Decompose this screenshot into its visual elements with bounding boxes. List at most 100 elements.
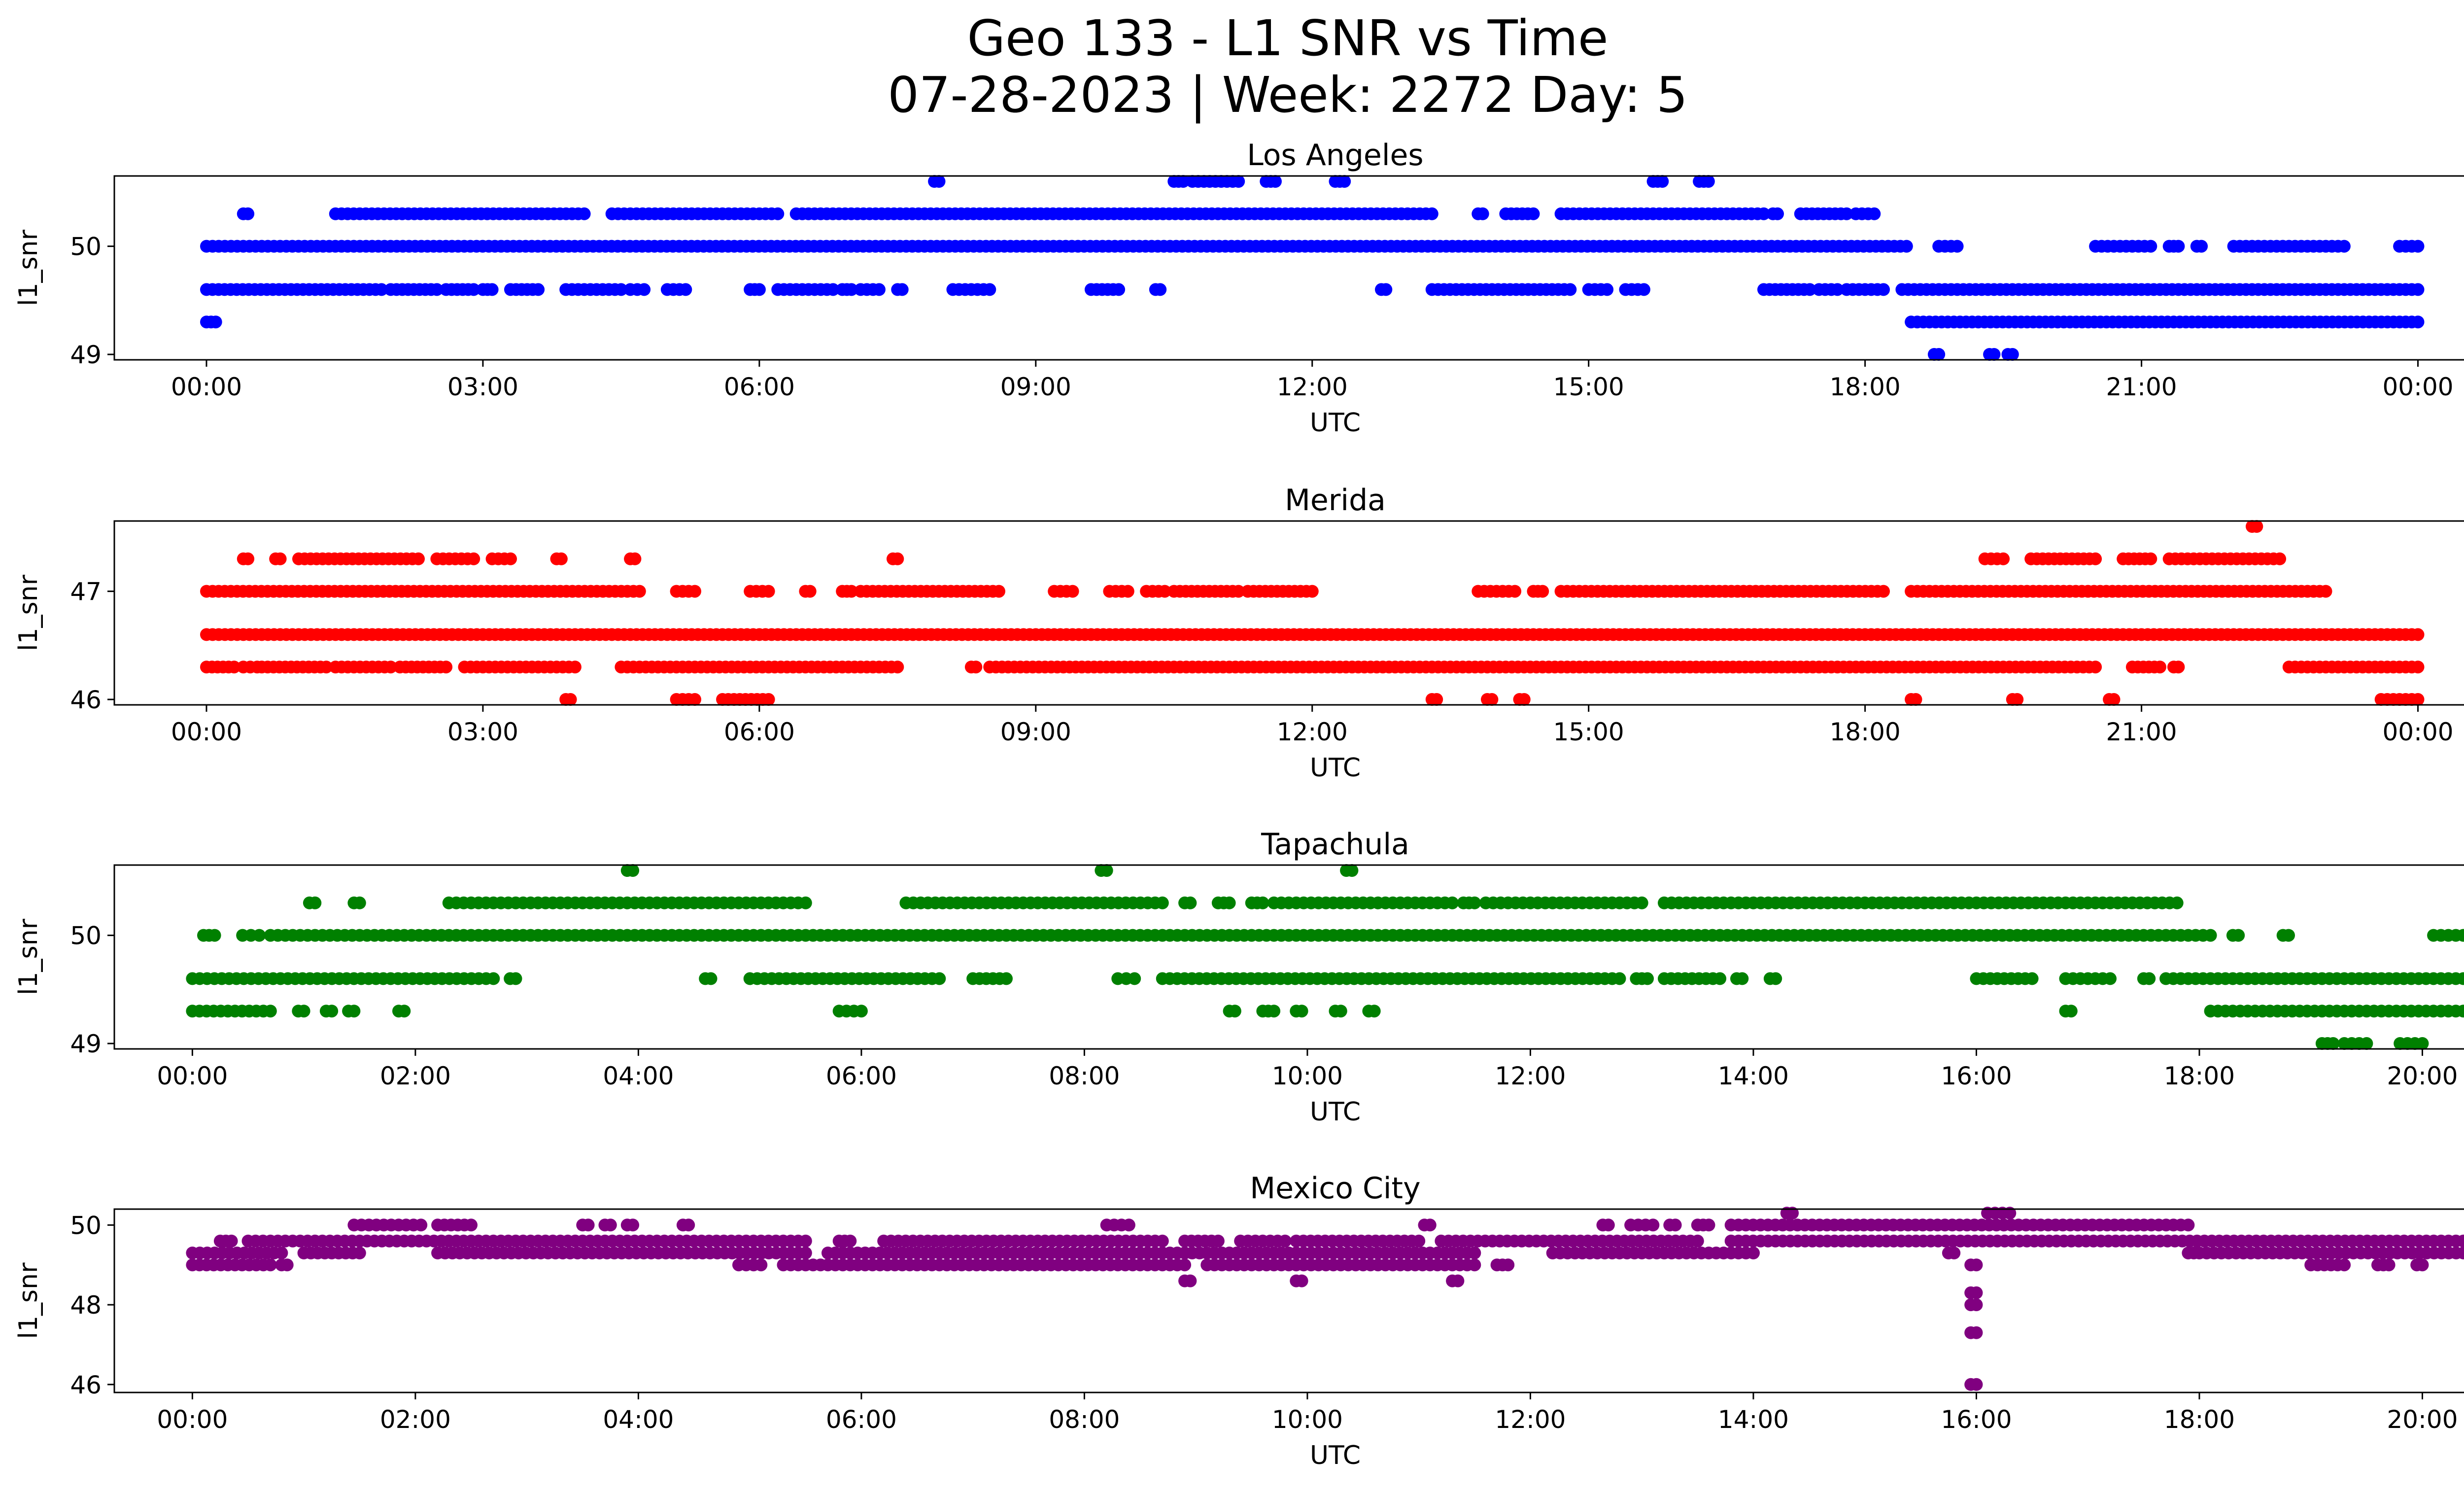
x-axis-label: UTC [1310,408,1361,438]
y-tick-label: 48 [70,1291,102,1320]
data-point [564,693,577,706]
data-point [1451,1274,1465,1287]
figure-title-line2: 07-28-2023 | Week: 2272 Day: 5 [888,66,1687,124]
x-tick-label: 03:00 [447,718,518,746]
x-tick-label: 06:00 [826,1062,897,1090]
scatter-series [186,1207,2464,1391]
data-point [1423,1218,1437,1232]
data-point [1000,972,1013,985]
data-point [2089,661,2102,674]
data-point [1368,1005,1381,1018]
data-point [688,585,701,598]
x-tick-label: 00:00 [157,1405,228,1434]
data-point [626,1218,640,1232]
x-tick-label: 18:00 [2164,1062,2235,1090]
data-point [1177,175,1190,188]
x-tick-label: 09:00 [1000,718,1071,746]
data-point [762,693,775,706]
data-point [2411,240,2425,253]
data-point [2457,929,2464,942]
scatter-series [186,864,2464,1050]
data-point [872,283,886,296]
x-tick-label: 03:00 [447,373,518,401]
data-point [2360,1037,2373,1050]
data-point [2382,1258,2396,1272]
data-point [2416,1258,2429,1272]
data-point [1646,1218,1660,1232]
data-point [1909,693,1922,706]
data-point [347,1005,361,1018]
data-point [225,1234,238,1248]
data-point [1156,896,1169,909]
data-point [1154,283,1167,296]
data-point [2025,972,2039,985]
data-point [2064,1005,2078,1018]
data-point [414,1218,428,1232]
data-point [2172,240,2185,253]
data-point [2457,1247,2464,1259]
data-point [799,896,812,909]
data-point [1295,1005,1308,1018]
data-point [467,552,480,565]
data-point [467,283,480,296]
data-point [2104,972,2117,985]
y-axis-label: l1_snr [14,229,43,306]
data-point [2457,1005,2464,1018]
data-point [1932,348,1946,361]
x-axis-label: UTC [1310,753,1361,783]
x-tick-label: 14:00 [1718,1405,1789,1434]
data-point [762,585,775,598]
data-point [1702,1218,1715,1232]
data-point [1232,175,1245,188]
data-point [1877,283,1890,296]
data-point [1970,1326,1983,1339]
data-point [2144,240,2157,253]
x-tick-label: 00:00 [2382,718,2453,746]
x-tick-label: 08:00 [1049,1062,1120,1090]
panel-title: Tapachula [1261,827,1409,862]
data-point [253,929,266,942]
data-point [1122,1218,1135,1232]
data-point [1128,972,1141,985]
data-point [932,175,946,188]
data-point [465,1218,478,1232]
x-tick-label: 06:00 [724,373,795,401]
data-point [2319,585,2332,598]
data-point [1305,585,1319,598]
data-point [1223,896,1236,909]
data-point [1970,1286,1983,1299]
x-tick-label: 10:00 [1272,1062,1343,1090]
data-point [1066,585,1079,598]
x-tick-label: 10:00 [1272,1405,1343,1434]
data-point [509,972,522,985]
x-tick-label: 00:00 [171,718,242,746]
data-point [1379,283,1393,296]
data-point [375,283,388,296]
data-point [1997,552,2010,565]
x-tick-label: 16:00 [1941,1062,2012,1090]
y-tick-label: 50 [70,233,102,261]
data-point [2144,552,2157,565]
data-point [682,1218,695,1232]
data-point [2411,315,2425,329]
data-point [241,552,255,565]
data-point [308,896,322,909]
y-tick-label: 50 [70,922,102,950]
data-point [2003,1207,2017,1220]
data-point [1269,175,1282,188]
data-point [1970,1378,1983,1391]
data-point [1736,972,1749,985]
x-tick-label: 04:00 [603,1062,674,1090]
data-point [1256,896,1269,909]
data-point [1669,1218,1682,1232]
y-axis-label: l1_snr [14,1262,43,1339]
data-point [264,1258,277,1272]
plot-frame [113,864,2464,1050]
data-point [1156,1234,1169,1248]
data-point [1430,693,1443,706]
data-point [1771,207,1784,220]
data-point [826,283,840,296]
panel-title: Los Angeles [1247,138,1423,173]
data-point [628,552,642,565]
data-point [1468,896,1481,909]
